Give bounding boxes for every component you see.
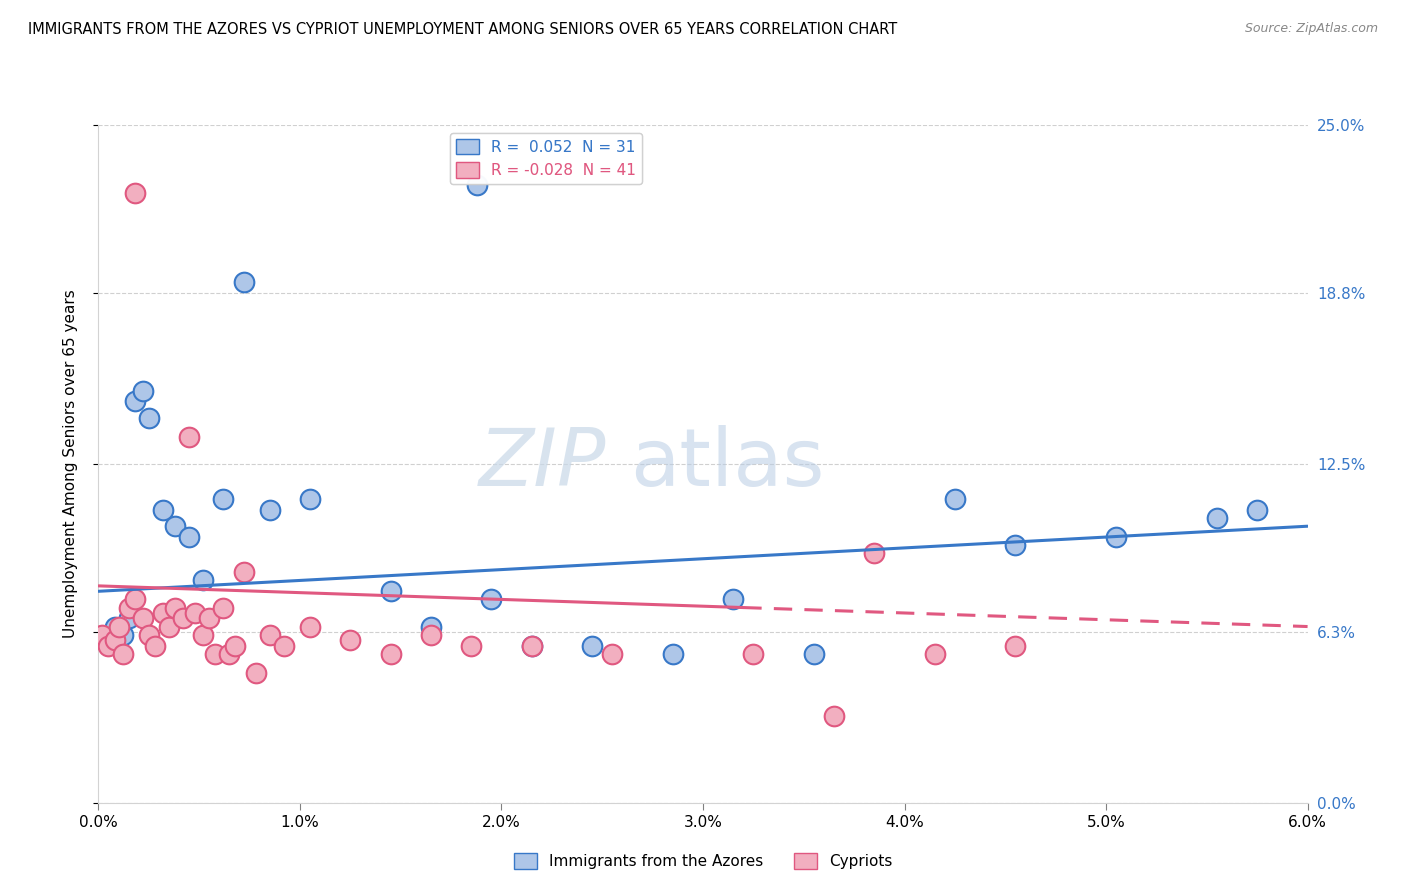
Point (259, 503, 281, 517)
Point (111, 647, 134, 661)
Point (581, 639, 603, 653)
Point (380, 584, 402, 599)
Point (138, 410, 160, 425)
Point (823, 709, 845, 723)
Text: IMMIGRANTS FROM THE AZORES VS CYPRIOT UNEMPLOYMENT AMONG SENIORS OVER 65 YEARS C: IMMIGRANTS FROM THE AZORES VS CYPRIOT UN… (28, 22, 897, 37)
Point (138, 628, 160, 642)
Point (224, 639, 246, 653)
Y-axis label: Unemployment Among Seniors over 65 years: Unemployment Among Seniors over 65 years (63, 290, 77, 638)
Point (124, 186, 146, 200)
Point (662, 647, 685, 661)
Point (420, 628, 443, 642)
Point (143, 639, 166, 653)
Point (212, 600, 235, 615)
Point (481, 592, 503, 607)
Point (193, 574, 215, 588)
Point (1206, 511, 1229, 525)
Point (97, 639, 120, 653)
Point (232, 566, 254, 580)
Point (1004, 639, 1026, 653)
Point (124, 394, 146, 409)
Point (465, 178, 488, 192)
Point (179, 430, 201, 444)
Point (259, 628, 281, 642)
Point (107, 619, 129, 633)
Point (179, 530, 201, 544)
Point (198, 611, 221, 625)
Text: Source: ZipAtlas.com: Source: ZipAtlas.com (1244, 22, 1378, 36)
Point (943, 492, 966, 507)
Point (380, 647, 402, 661)
Text: ZIP: ZIP (479, 425, 606, 503)
Point (245, 665, 267, 680)
Point (132, 611, 155, 625)
Point (152, 606, 174, 620)
Text: atlas: atlas (630, 425, 825, 503)
Point (299, 619, 322, 633)
Point (420, 619, 443, 633)
Point (232, 275, 254, 289)
Point (172, 611, 194, 625)
Point (193, 628, 215, 642)
Point (91, 628, 114, 642)
Legend: Immigrants from the Azores, Cypriots: Immigrants from the Azores, Cypriots (508, 847, 898, 875)
Point (218, 647, 240, 661)
Point (184, 606, 207, 620)
Point (520, 639, 543, 653)
Point (111, 628, 134, 642)
Point (118, 600, 141, 615)
Point (132, 384, 155, 398)
Point (1105, 530, 1128, 544)
Point (103, 619, 125, 633)
Point (924, 647, 946, 661)
Point (723, 592, 745, 607)
Point (299, 492, 322, 507)
Point (212, 492, 235, 507)
Point (118, 611, 141, 625)
Point (460, 639, 482, 653)
Point (520, 639, 543, 653)
Point (339, 633, 361, 648)
Point (124, 592, 146, 607)
Point (163, 600, 186, 615)
Point (273, 639, 295, 653)
Point (1004, 538, 1026, 552)
Point (602, 647, 624, 661)
Point (742, 647, 765, 661)
Point (863, 546, 886, 560)
Point (157, 619, 180, 633)
Point (163, 519, 186, 533)
Point (1246, 503, 1268, 517)
Legend: R =  0.052  N = 31, R = -0.028  N = 41: R = 0.052 N = 31, R = -0.028 N = 41 (450, 133, 643, 185)
Point (204, 647, 226, 661)
Point (803, 647, 825, 661)
Point (152, 503, 174, 517)
Point (103, 633, 125, 648)
